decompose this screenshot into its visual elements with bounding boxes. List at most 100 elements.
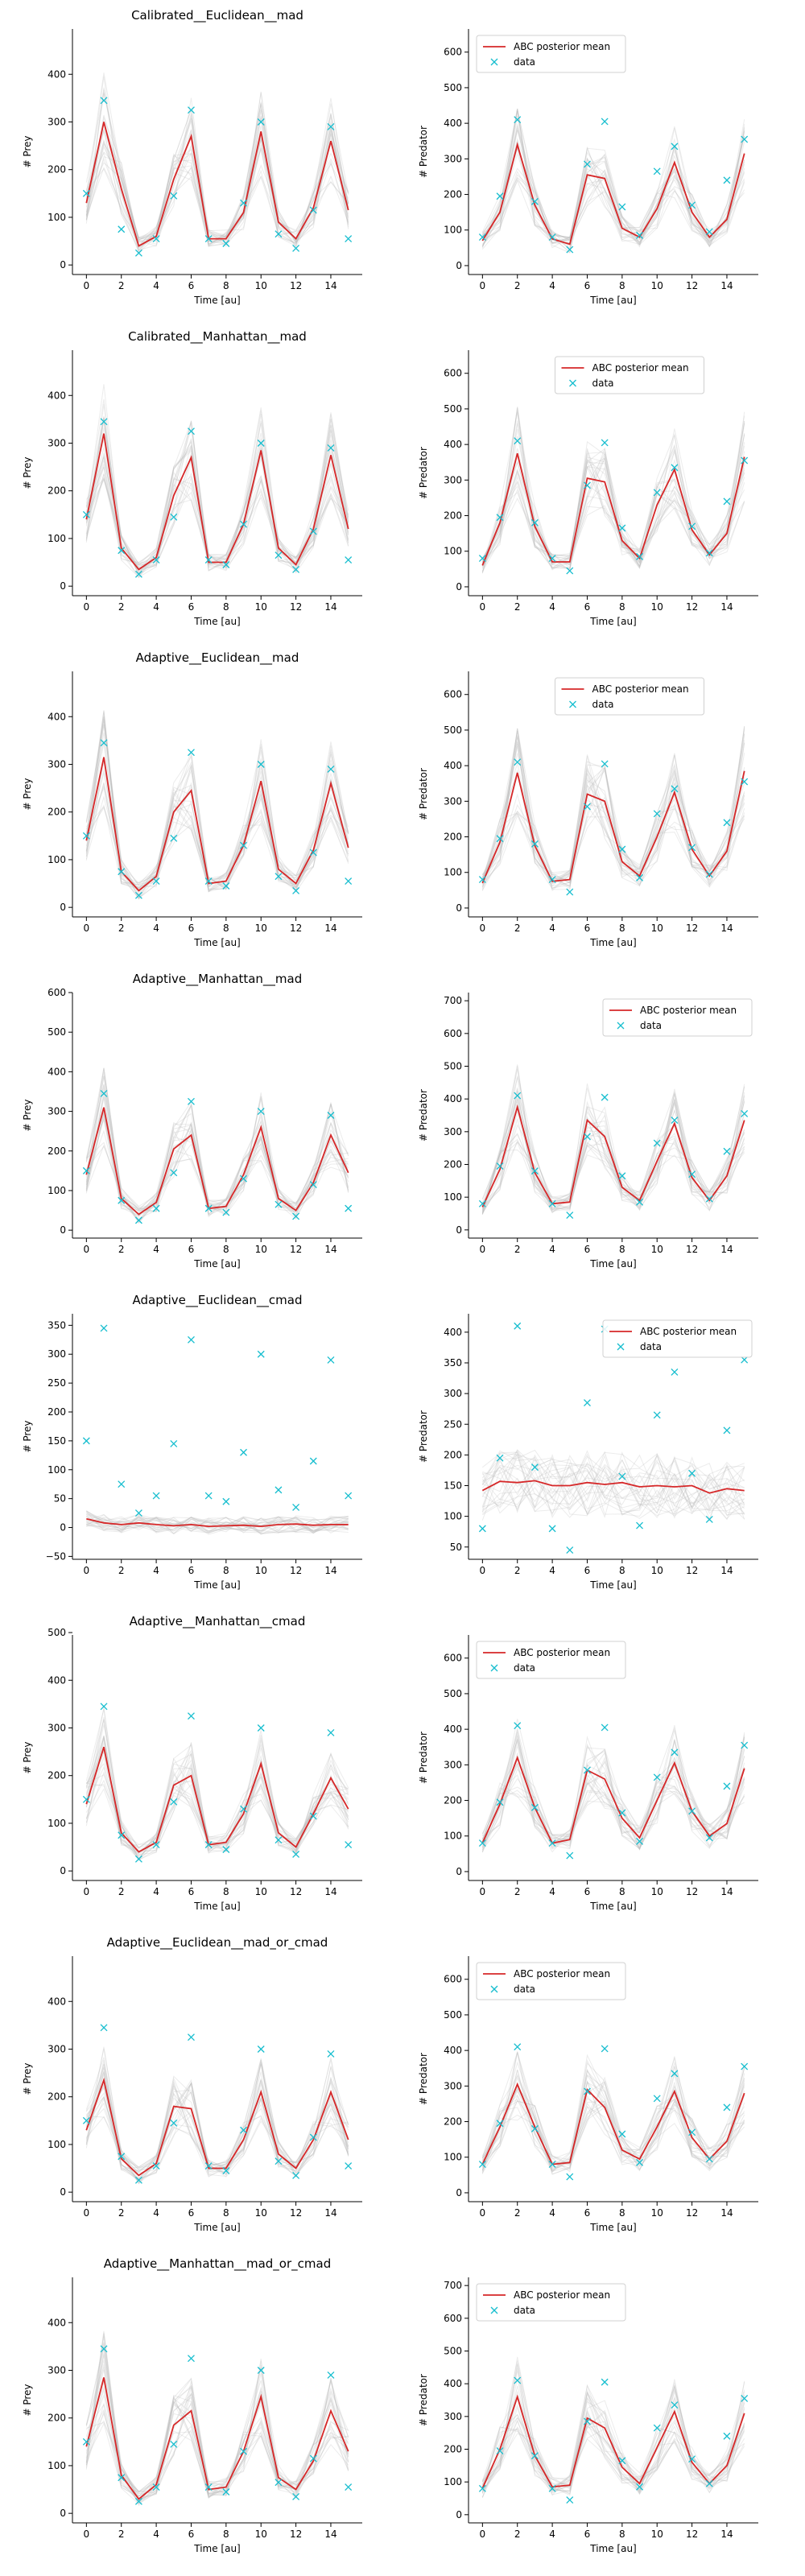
legend-frame <box>476 35 626 73</box>
data-marker-stroke <box>584 803 591 811</box>
y-tick-label: 400 <box>47 2317 66 2328</box>
legend-label-mean: ABC posterior mean <box>514 1647 610 1658</box>
posterior-sample-line <box>481 1453 745 1514</box>
data-marker-stroke <box>688 2128 696 2136</box>
y-tick-label: 0 <box>60 2186 66 2198</box>
data-marker-stroke <box>548 1525 556 1533</box>
x-tick-label: 0 <box>480 1886 486 1897</box>
legend-label-data: data <box>514 1662 535 1674</box>
data-marker-stroke <box>548 233 556 242</box>
x-tick-label: 6 <box>188 2529 195 2540</box>
data-point <box>309 1181 317 1189</box>
y-tick-label: 600 <box>444 47 462 58</box>
posterior-sample-line <box>482 1736 745 1848</box>
data-point <box>188 106 195 114</box>
x-tick-label: 6 <box>584 2529 591 2540</box>
legend-label-data: data <box>592 699 614 710</box>
posterior-sample-line <box>481 130 745 250</box>
posterior-sample-line <box>86 1515 349 1528</box>
y-tick-label: 400 <box>47 711 66 722</box>
chart-panel: 0 2 4 6 8 10 12 14 0 100 200 300 400 500 Time [au] # Pr… <box>22 1614 362 1912</box>
data-marker-stroke <box>618 845 626 853</box>
data-point <box>82 1437 90 1445</box>
x-tick-label: 2 <box>514 2207 521 2219</box>
data-marker-stroke <box>82 1795 90 1803</box>
data-point <box>327 1112 335 1119</box>
posterior-samples <box>481 2356 745 2498</box>
data-point <box>345 2483 353 2491</box>
legend-label-mean: ABC posterior mean <box>514 2289 610 2301</box>
y-tick-label: 400 <box>47 68 66 80</box>
data-point <box>496 192 504 200</box>
y-tick-label: 400 <box>444 2045 462 2056</box>
x-tick-label: 8 <box>619 280 625 291</box>
x-tick-label: 12 <box>290 2529 302 2540</box>
data-marker-stroke <box>741 1356 749 1364</box>
data-point <box>327 2050 335 2058</box>
data-point <box>275 873 283 881</box>
y-axis-label: # Prey <box>22 1420 33 1452</box>
data-marker-stroke <box>118 1196 126 1204</box>
data-marker-stroke <box>530 2452 539 2460</box>
posterior-sample-line <box>85 1108 349 1212</box>
data-point <box>345 2162 353 2170</box>
posterior-sample-line <box>482 128 745 241</box>
y-tick-label: 0 <box>60 1865 66 1876</box>
data-point <box>275 551 283 559</box>
data-marker-stroke <box>705 1834 713 1842</box>
x-axis-label: Time [au] <box>193 2543 241 2554</box>
data-point <box>118 1196 126 1204</box>
posterior-sample-line <box>481 725 745 887</box>
posterior-sample-line <box>481 411 745 569</box>
y-axis-label: # Prey <box>22 1099 33 1131</box>
posterior-samples <box>85 2046 349 2185</box>
data-marker-stroke <box>741 1110 749 1117</box>
data-marker-stroke <box>257 1350 265 1358</box>
data-marker-stroke <box>530 197 539 205</box>
data-marker-stroke <box>118 868 126 876</box>
posterior-sample-line <box>481 2363 745 2495</box>
posterior-sample-line <box>481 2099 745 2165</box>
data-point <box>292 244 300 252</box>
data-point <box>618 1809 626 1817</box>
x-tick-label: 6 <box>188 601 195 613</box>
data-marker-stroke <box>688 522 696 530</box>
x-tick-label: 8 <box>223 923 229 934</box>
data-point <box>222 1208 230 1216</box>
x-tick-label: 10 <box>651 280 663 291</box>
legend-label-data: data <box>514 1984 535 1995</box>
x-axis-label: Time [au] <box>193 937 241 948</box>
chart-panel: 0 2 4 6 8 10 12 14 50 100 150 200 250 300 350 400 Time [… <box>418 1314 758 1591</box>
posterior-mean-line <box>481 1755 745 1844</box>
chart-panel: 0 2 4 6 8 10 12 14 0 100 200 300 400 Time [au] # Prey A… <box>22 650 362 948</box>
data-marker-stroke <box>204 2483 213 2491</box>
posterior-sample-line <box>481 1450 745 1521</box>
data-marker-stroke <box>496 192 504 200</box>
data-point <box>257 2367 265 2374</box>
data-marker-stroke <box>496 2120 504 2128</box>
x-tick-label: 14 <box>720 2529 733 2540</box>
x-tick-label: 4 <box>153 601 159 613</box>
x-tick-label: 10 <box>255 1244 267 1255</box>
data-point <box>584 160 591 168</box>
posterior-sample-line <box>85 428 349 575</box>
data-point <box>100 739 108 747</box>
posterior-mean-line <box>481 770 745 884</box>
data-marker-stroke <box>188 1097 195 1105</box>
posterior-sample-line <box>482 168 745 244</box>
data-point <box>222 1846 230 1853</box>
posterior-sample-line <box>481 2061 745 2173</box>
data-marker-stroke <box>671 464 679 472</box>
x-tick-label: 14 <box>720 1886 733 1897</box>
data-point <box>530 1803 539 1811</box>
data-point <box>152 1204 160 1212</box>
posterior-sample-line <box>482 1454 745 1517</box>
posterior-sample-line <box>481 1105 745 1211</box>
posterior-sample-line <box>481 2385 745 2488</box>
data-marker-stroke <box>514 758 522 766</box>
data-marker-stroke <box>345 2162 353 2170</box>
data-marker-stroke <box>170 834 178 842</box>
y-tick-label: 150 <box>47 1435 66 1447</box>
data-marker-stroke <box>118 1831 126 1839</box>
data-point <box>345 1204 353 1212</box>
